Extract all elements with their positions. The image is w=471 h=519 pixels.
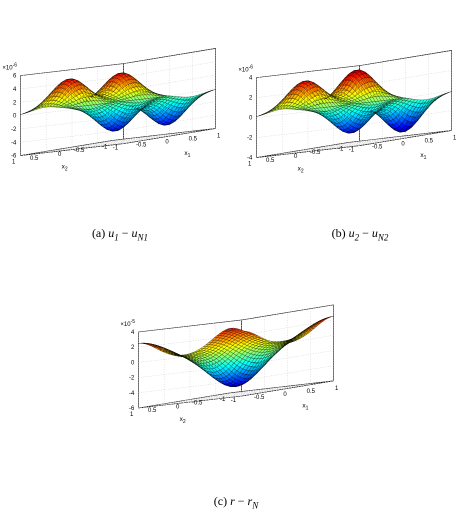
z-tick-label: -4 — [247, 156, 253, 162]
caption-b: (b) u2 − uN2 — [300, 226, 420, 242]
z-scale-factor: ×10-6 — [2, 63, 17, 72]
x1-tick-label: -1 — [113, 145, 119, 151]
x2-tick-label: 1 — [248, 162, 252, 168]
x2-tick-label: 0 — [58, 152, 62, 158]
caption-a-rhs: u — [131, 226, 138, 240]
x2-tick-label: -0.5 — [310, 150, 321, 156]
caption-c-op: − — [234, 494, 248, 508]
caption-b-op: − — [359, 226, 372, 240]
z-tick-label: 4 — [13, 87, 17, 93]
surface-mesh — [20, 72, 216, 132]
z-scale-factor: ×10-5 — [120, 319, 135, 328]
x2-axis-label: x2 — [298, 165, 304, 174]
x1-axis-label: x1 — [302, 403, 308, 412]
surface-plot-c-svg: -1-0.500.51-1-0.500.51-6-4-2024×10-5erro… — [118, 304, 339, 425]
x1-tick-label: 0 — [165, 139, 169, 145]
caption-b-lhs-sub: 2 — [354, 232, 360, 243]
x2-tick-label: -0.5 — [74, 148, 85, 154]
surface-plot-a-svg: -1-0.500.51-1-0.500.51-6-4-20246×10-6err… — [0, 48, 221, 172]
x2-axis-label: x2 — [62, 163, 68, 172]
caption-c-rhs: r — [247, 494, 253, 508]
caption-a-lhs-sub: 1 — [114, 232, 119, 243]
x1-tick-label: 1 — [453, 135, 457, 141]
x1-axis-label: x1 — [420, 152, 426, 161]
caption-b-label: (b) — [331, 226, 346, 240]
surface-mesh — [256, 69, 452, 134]
z-tick-label: -4 — [11, 140, 17, 146]
x2-tick-label: 1 — [12, 160, 16, 166]
x1-tick-label: 0 — [401, 141, 405, 147]
x2-tick-label: -1 — [220, 397, 226, 403]
x1-tick-label: 0.5 — [189, 136, 198, 142]
x1-tick-label: -1 — [231, 398, 237, 404]
x2-tick-label: 0 — [294, 154, 298, 160]
caption-a-lhs: u — [108, 226, 115, 240]
caption-c-lhs: r — [230, 494, 235, 508]
z-tick-label: 6 — [13, 74, 17, 80]
caption-c-rhs-sub: N — [252, 500, 259, 511]
x1-tick-label: 0.5 — [425, 138, 434, 144]
caption-b-lhs: u — [348, 226, 355, 240]
x1-axis-label: x1 — [184, 150, 190, 159]
x1-tick-label: -0.5 — [372, 144, 383, 150]
z-tick-label: -2 — [129, 376, 135, 382]
caption-b-rhs: u — [371, 226, 378, 240]
x1-tick-label: -0.5 — [136, 142, 147, 148]
x2-tick-label: 0 — [176, 404, 180, 410]
x1-tick-label: -0.5 — [254, 395, 265, 401]
z-scale-factor: ×10-6 — [238, 65, 253, 74]
z-tick-label: 2 — [131, 345, 135, 351]
x1-tick-label: -1 — [349, 147, 355, 153]
x1-tick-label: 0.5 — [307, 389, 316, 395]
z-tick-label: 0 — [13, 114, 17, 120]
surface-plot-c: -1-0.500.51-1-0.500.51-6-4-2024×10-5erro… — [118, 284, 353, 484]
z-tick-label: 0 — [131, 360, 135, 366]
x2-tick-label: 0.5 — [148, 408, 157, 414]
surface-mesh — [138, 316, 334, 387]
z-tick-label: -2 — [247, 136, 253, 142]
surface-plot-b: -1-0.500.51-1-0.500.51-4-2024×10-6errorx… — [236, 0, 471, 222]
x2-tick-label: 0.5 — [266, 158, 275, 164]
caption-a-label: (a) — [91, 226, 106, 240]
x2-axis-label: x2 — [180, 416, 186, 425]
caption-b-rhs-sub: N2 — [377, 232, 389, 243]
z-tick-label: -2 — [11, 127, 17, 133]
caption-a-op: − — [118, 226, 132, 240]
caption-c: (c) r − rN — [176, 494, 296, 510]
x2-tick-label: -1 — [102, 144, 108, 150]
z-tick-label: 4 — [249, 76, 253, 82]
x1-tick-label: 0 — [283, 392, 287, 398]
z-tick-label: 2 — [13, 100, 17, 106]
surface-plot-b-svg: -1-0.500.51-1-0.500.51-4-2024×10-6errorx… — [236, 50, 457, 174]
x2-tick-label: -0.5 — [192, 401, 203, 407]
z-tick-label: 2 — [249, 96, 253, 102]
caption-a-rhs-sub: N1 — [137, 232, 149, 243]
z-tick-label: 4 — [131, 330, 135, 336]
x1-tick-label: 1 — [335, 386, 339, 392]
z-tick-label: 0 — [249, 116, 253, 122]
x2-tick-label: 0.5 — [30, 156, 39, 162]
x2-tick-label: -1 — [338, 146, 344, 152]
surface-plot-a: -1-0.500.51-1-0.500.51-6-4-20246×10-6err… — [0, 0, 235, 222]
caption-a: (a) u1 − uN1 — [60, 226, 180, 242]
x2-tick-label: 1 — [130, 412, 134, 418]
z-tick-label: -4 — [129, 391, 135, 397]
z-tick-label: -6 — [129, 406, 135, 412]
x1-tick-label: 1 — [217, 133, 221, 139]
z-tick-label: -6 — [11, 154, 17, 160]
caption-c-label: (c) — [213, 494, 228, 508]
